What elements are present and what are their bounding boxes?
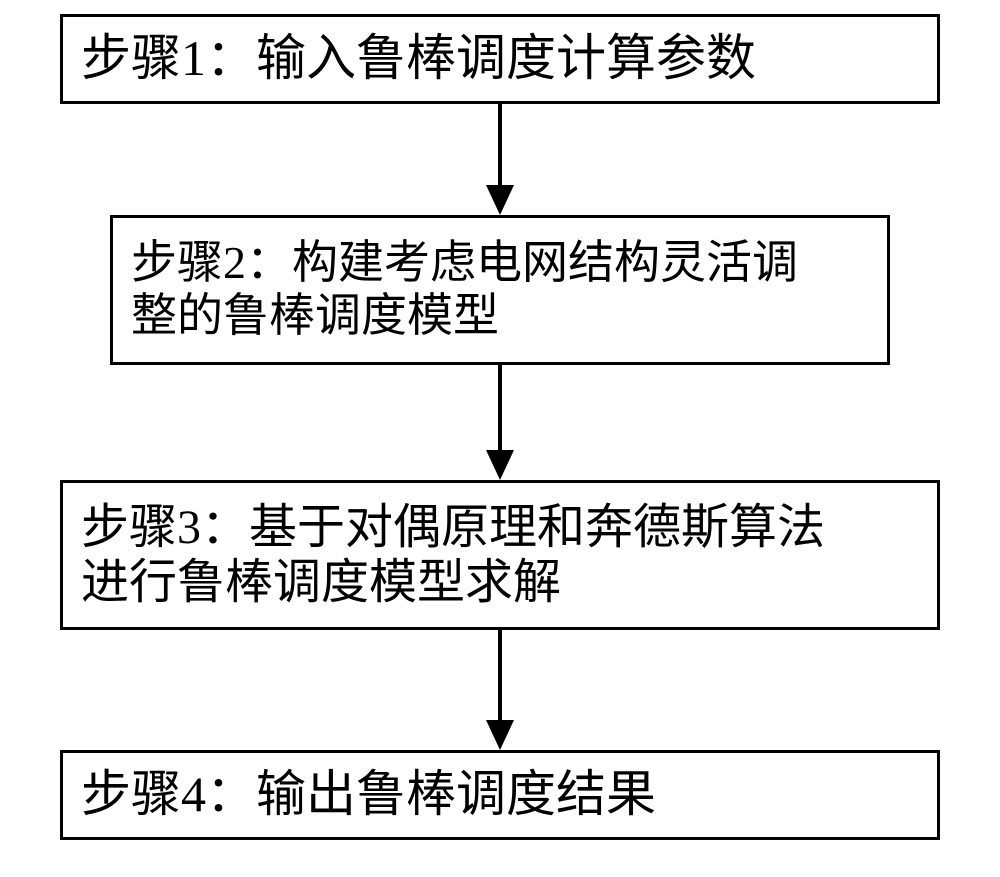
arrow-2-to-3-shaft — [498, 365, 502, 450]
flowchart-step-4: 步骤4：输出鲁棒调度结果 — [60, 750, 940, 840]
flowchart-step-3: 步骤3：基于对偶原理和奔德斯算法 进行鲁棒调度模型求解 — [60, 480, 940, 630]
step1-text: 步骤1：输入鲁棒调度计算参数 — [81, 30, 919, 88]
arrow-1-to-2-head-icon — [486, 185, 514, 215]
step2-text-line2: 整的鲁棒调度模型 — [131, 290, 869, 343]
flowchart-step-1: 步骤1：输入鲁棒调度计算参数 — [60, 14, 940, 104]
flowchart-canvas: 步骤1：输入鲁棒调度计算参数 步骤2：构建考虑电网结构灵活调 整的鲁棒调度模型 … — [0, 0, 1000, 877]
arrow-3-to-4-head-icon — [486, 720, 514, 750]
arrow-3-to-4-shaft — [498, 630, 502, 720]
step2-text-line1: 步骤2：构建考虑电网结构灵活调 — [131, 237, 869, 290]
arrow-2-to-3-head-icon — [486, 450, 514, 480]
step3-text-line2: 进行鲁棒调度模型求解 — [81, 555, 919, 610]
step4-text: 步骤4：输出鲁棒调度结果 — [81, 766, 919, 824]
flowchart-step-2: 步骤2：构建考虑电网结构灵活调 整的鲁棒调度模型 — [110, 215, 890, 365]
arrow-1-to-2-shaft — [498, 104, 502, 185]
step3-text-line1: 步骤3：基于对偶原理和奔德斯算法 — [81, 500, 919, 555]
